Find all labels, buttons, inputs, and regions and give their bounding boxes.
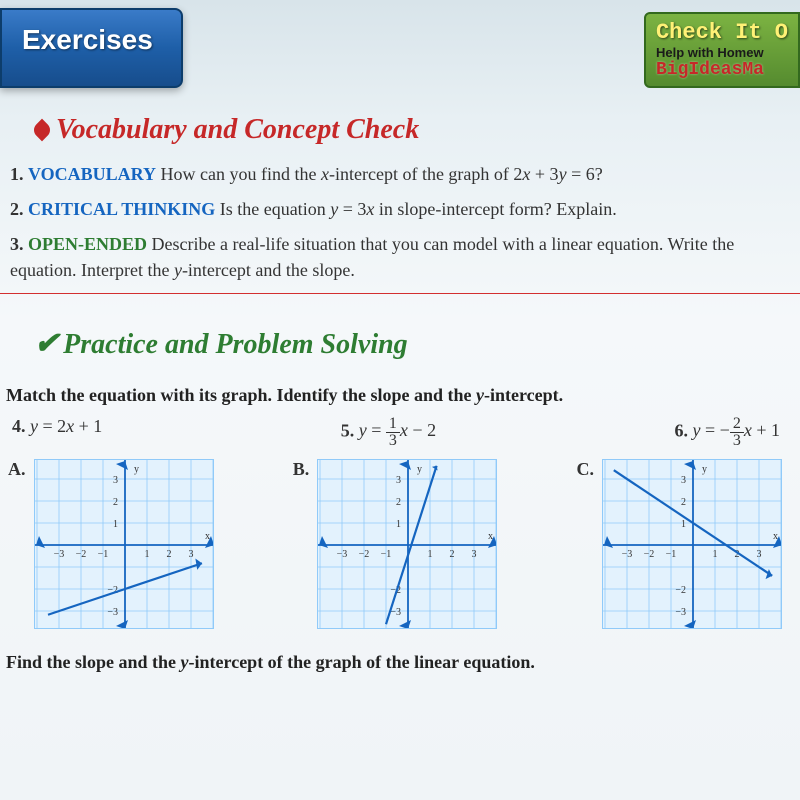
eq4-expr: y = 2x + 1 [30,416,102,436]
svg-text:1: 1 [396,519,401,530]
vocab-heading: Vocabulary and Concept Check [0,88,800,162]
q1-text: How can you find the x-intercept of the … [161,164,603,184]
graph-b: −3−2−1123123−2−3yx [317,459,497,629]
graph-b-wrap: B. −3−2−1123123−2−3yx [293,459,498,634]
eq5-expr: y = 13x − 2 [359,420,436,440]
svg-text:2: 2 [681,497,686,508]
bottom-instruction: Find the slope and the y-intercept of th… [0,634,800,673]
svg-text:3: 3 [113,475,118,486]
svg-text:y: y [702,464,707,475]
q1-num: 1. [10,164,24,184]
q2-tag: CRITICAL THINKING [28,199,215,219]
eq6-num: 6. [675,420,689,440]
question-3: 3. OPEN-ENDED Describe a real-life situa… [10,232,772,282]
svg-text:−3: −3 [53,549,64,560]
q3-tag: OPEN-ENDED [28,234,147,254]
graphs-row: A. −3−2−1123123−2−3yx B. −3−2−1123123−2−… [0,449,800,634]
svg-text:3: 3 [756,549,761,560]
graph-b-label: B. [293,459,310,480]
svg-text:2: 2 [113,497,118,508]
q2-num: 2. [10,199,24,219]
svg-text:1: 1 [113,519,118,530]
svg-text:−3: −3 [107,607,118,618]
q3-num: 3. [10,234,24,254]
q2-text: Is the equation y = 3x in slope-intercep… [220,199,617,219]
svg-text:x: x [205,531,210,542]
q1-tag: VOCABULARY [28,164,156,184]
check-sub: Help with Homew [656,45,788,60]
svg-text:−1: −1 [97,549,108,560]
svg-text:x: x [773,531,778,542]
graph-c-wrap: C. −3−2−1123123−2−3yx [576,459,782,634]
equation-6: 6. y = −23x + 1 [675,416,780,449]
eq5-num: 5. [341,420,355,440]
question-1: 1. VOCABULARY How can you find the x-int… [10,162,772,187]
check-title: Check It O [656,20,788,45]
svg-text:1: 1 [712,549,717,560]
svg-text:−3: −3 [622,549,633,560]
svg-text:−3: −3 [675,607,686,618]
svg-text:1: 1 [144,549,149,560]
check-site: BigIdeasMa [656,60,788,80]
graph-a-wrap: A. −3−2−1123123−2−3yx [8,459,214,634]
svg-text:2: 2 [450,549,455,560]
eq6-expr: y = −23x + 1 [693,420,780,440]
svg-text:1: 1 [428,549,433,560]
graph-a: −3−2−1123123−2−3yx [34,459,214,629]
graph-a-label: A. [8,459,26,480]
check-icon: ✔ [34,327,59,360]
check-it-out-box: Check It O Help with Homew BigIdeasMa [644,12,800,88]
svg-text:−2: −2 [675,585,686,596]
practice-heading: ✔Practice and Problem Solving [0,300,800,377]
svg-text:3: 3 [472,549,477,560]
svg-text:−2: −2 [359,549,370,560]
graph-c: −3−2−1123123−2−3yx [602,459,782,629]
equations-row: 4. y = 2x + 1 5. y = 13x − 2 6. y = −23x… [0,416,800,449]
question-2: 2. CRITICAL THINKING Is the equation y =… [10,197,772,222]
graph-c-label: C. [576,459,594,480]
svg-text:3: 3 [396,475,401,486]
svg-text:3: 3 [681,475,686,486]
svg-text:−2: −2 [644,549,655,560]
top-bar: Exercises Check It O Help with Homew Big… [0,0,800,88]
svg-text:−2: −2 [75,549,86,560]
svg-text:y: y [134,464,139,475]
match-instruction: Match the equation with its graph. Ident… [0,377,800,416]
vocab-heading-text: Vocabulary and Concept Check [56,114,419,145]
svg-text:2: 2 [166,549,171,560]
eq4-num: 4. [12,416,26,436]
vocab-list: 1. VOCABULARY How can you find the x-int… [0,162,800,283]
svg-text:−1: −1 [666,549,677,560]
svg-text:−3: −3 [337,549,348,560]
svg-text:3: 3 [188,549,193,560]
divider [0,293,800,294]
svg-text:x: x [488,531,493,542]
practice-heading-text: Practice and Problem Solving [63,329,408,360]
equation-5: 5. y = 13x − 2 [341,416,436,449]
svg-text:y: y [417,464,422,475]
exercises-tab: Exercises [0,8,183,88]
svg-text:1: 1 [681,519,686,530]
leaf-icon [31,119,54,142]
equation-4: 4. y = 2x + 1 [12,416,102,449]
svg-text:−1: −1 [381,549,392,560]
svg-text:2: 2 [396,497,401,508]
